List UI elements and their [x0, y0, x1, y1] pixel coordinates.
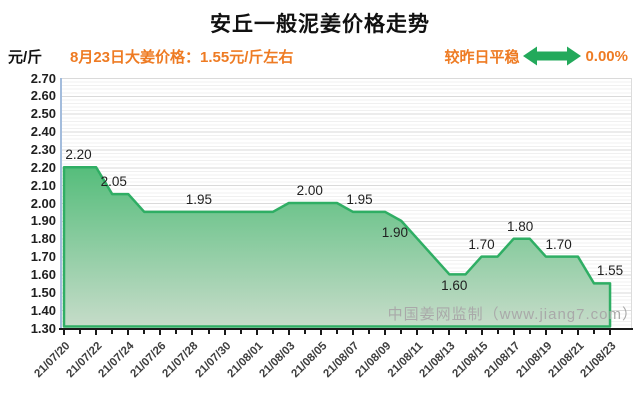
x-tick-mark [63, 330, 65, 335]
flat-trend-double-arrow-icon [523, 46, 582, 66]
x-tick-mark [400, 330, 403, 334]
x-tick-mark [191, 330, 194, 335]
x-tick-mark [175, 330, 178, 334]
y-tick-label: 1.40 [30, 302, 56, 318]
x-tick-mark [239, 330, 242, 334]
y-tick-label: 2.40 [30, 124, 56, 140]
y-tick-label: 1.90 [30, 213, 56, 229]
point-value-label: 1.95 [185, 191, 213, 207]
y-tick-label: 2.70 [30, 70, 56, 86]
y-tick-label: 1.80 [30, 231, 56, 247]
x-tick-mark [512, 330, 515, 335]
y-tick-label: 2.30 [30, 141, 56, 157]
point-value-label: 2.20 [65, 147, 92, 163]
x-tick-mark [576, 330, 579, 335]
x-tick-mark [319, 330, 322, 335]
x-tick-mark [368, 330, 371, 334]
x-tick-mark [416, 330, 419, 335]
point-value-label: 1.70 [468, 236, 495, 252]
x-tick-mark [528, 330, 531, 334]
y-tick-label: 2.20 [30, 159, 56, 175]
trend-percent-value: 0.00% [585, 47, 628, 65]
x-tick-mark [544, 330, 547, 335]
x-tick-mark [143, 330, 146, 334]
y-tick-label: 2.10 [30, 177, 56, 193]
x-tick-mark [111, 330, 114, 334]
x-tick-mark [560, 330, 563, 334]
y-tick-label: 1.60 [30, 266, 56, 282]
y-tick-label: 2.60 [30, 88, 56, 104]
x-tick-mark [79, 330, 82, 334]
x-tick-mark [592, 330, 595, 334]
point-value-label: 1.70 [545, 236, 572, 252]
price-area-series [62, 166, 612, 328]
x-tick-mark [609, 330, 612, 335]
x-tick-mark [480, 330, 483, 335]
x-tick-mark [271, 330, 274, 334]
x-tick-mark [432, 330, 435, 334]
point-value-label: 1.80 [506, 218, 534, 234]
y-axis-unit-label: 元/斤 [8, 49, 43, 66]
x-tick-mark [448, 330, 451, 335]
x-tick-mark [223, 330, 226, 335]
y-tick-label: 1.30 [30, 320, 56, 336]
point-value-label: 1.95 [346, 191, 373, 207]
x-tick-mark [207, 330, 210, 334]
x-tick-mark [352, 330, 355, 335]
today-price-subtitle: 8月23日大姜价格：1.55元/斤左右 [70, 49, 294, 66]
y-tick-label: 1.50 [30, 284, 56, 300]
x-tick-mark [255, 330, 258, 335]
point-value-label: 2.05 [100, 174, 127, 190]
point-value-label: 2.00 [296, 183, 323, 198]
point-value-label: 1.55 [596, 263, 624, 279]
trend-indicator: 较昨日平稳 0.00% [444, 44, 628, 68]
x-tick-mark [127, 330, 130, 335]
point-value-label: 1.60 [441, 278, 468, 294]
y-axis-line [60, 78, 62, 329]
y-tick-label: 2.50 [30, 106, 56, 122]
x-tick-mark [384, 330, 387, 335]
x-tick-mark [336, 330, 339, 334]
watermark-text: 中国姜网监制（www.jiang7.com） [387, 306, 638, 323]
point-value-label: 1.90 [381, 224, 408, 240]
y-tick-label: 1.70 [30, 249, 56, 265]
x-tick-mark [464, 330, 467, 334]
x-tick-mark [496, 330, 499, 334]
x-tick-mark [303, 330, 306, 334]
y-tick-label: 2.00 [30, 195, 56, 211]
trend-direction-label: 较昨日平稳 [444, 48, 520, 66]
x-tick-mark [287, 330, 290, 335]
x-axis-line [59, 328, 633, 330]
chart-title: 安丘一般泥姜价格走势 [210, 13, 430, 36]
x-tick-mark [159, 330, 162, 335]
x-tick-mark [95, 330, 98, 335]
